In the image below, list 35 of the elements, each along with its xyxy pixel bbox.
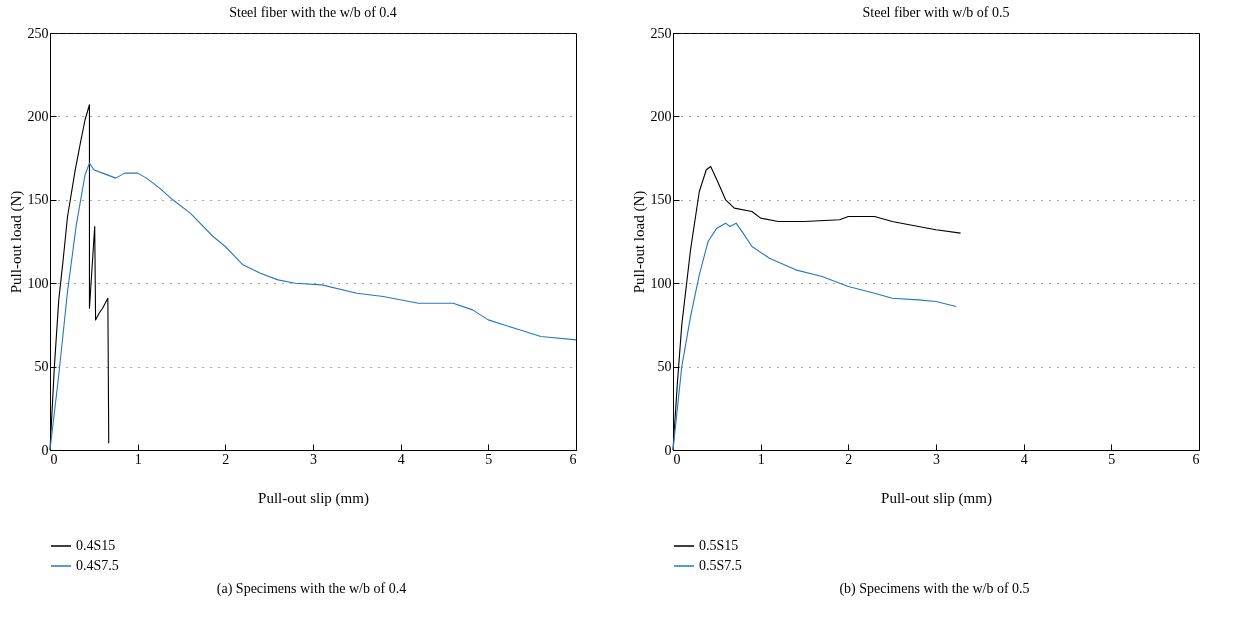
- x-tick-label: 3: [933, 451, 940, 467]
- x-tick-label: 1: [757, 451, 765, 467]
- legend-label: 0.4S7.5: [76, 558, 119, 573]
- x-tick-label: 5: [485, 451, 493, 467]
- x-tick-label: 5: [1108, 451, 1116, 467]
- x-tick-label: 3: [310, 451, 317, 467]
- y-tick-label: 200: [27, 108, 49, 124]
- y-tick-label: 50: [34, 359, 49, 375]
- line-series: [672, 222, 957, 451]
- x-tick-label: 2: [222, 451, 230, 467]
- y-tick-label: 150: [27, 192, 49, 208]
- x-tick-label: 4: [397, 451, 405, 467]
- x-tick-label: 2: [845, 451, 853, 467]
- text: (b) Specimens with the w/b of 0.5: [838, 581, 1031, 597]
- y-tick-label: 50: [657, 359, 672, 375]
- y-tick-label: 100: [650, 275, 672, 291]
- y-tick-label: 250: [27, 25, 49, 41]
- legend-label: 0.5S7.5: [699, 558, 742, 573]
- y-tick-label: 250: [650, 25, 672, 41]
- x-tick-label: 4: [1020, 451, 1028, 467]
- y-axis-title: Pull-out load (N): [630, 190, 648, 294]
- y-tick-label: 200: [650, 108, 672, 124]
- x-axis-title: Pull-out slip (mm): [881, 489, 992, 507]
- x-tick-label: 6: [1192, 451, 1200, 467]
- text: (a) Specimens with the w/b of 0.4: [215, 581, 408, 597]
- y-axis-title: Pull-out load (N): [7, 190, 25, 294]
- x-axis-title: Pull-out slip (mm): [258, 489, 369, 507]
- chart-title: Steel fiber with w/b of 0.5: [862, 5, 1010, 20]
- legend-label: 0.5S15: [699, 538, 739, 553]
- y-tick-label: 100: [27, 275, 49, 291]
- y-tick-label: 150: [650, 192, 672, 208]
- legend-label: 0.4S15: [76, 538, 116, 553]
- x-tick-label: 1: [134, 451, 142, 467]
- x-tick-label: 6: [569, 451, 577, 467]
- chart-title: Steel fiber with the w/b of 0.4: [229, 5, 397, 20]
